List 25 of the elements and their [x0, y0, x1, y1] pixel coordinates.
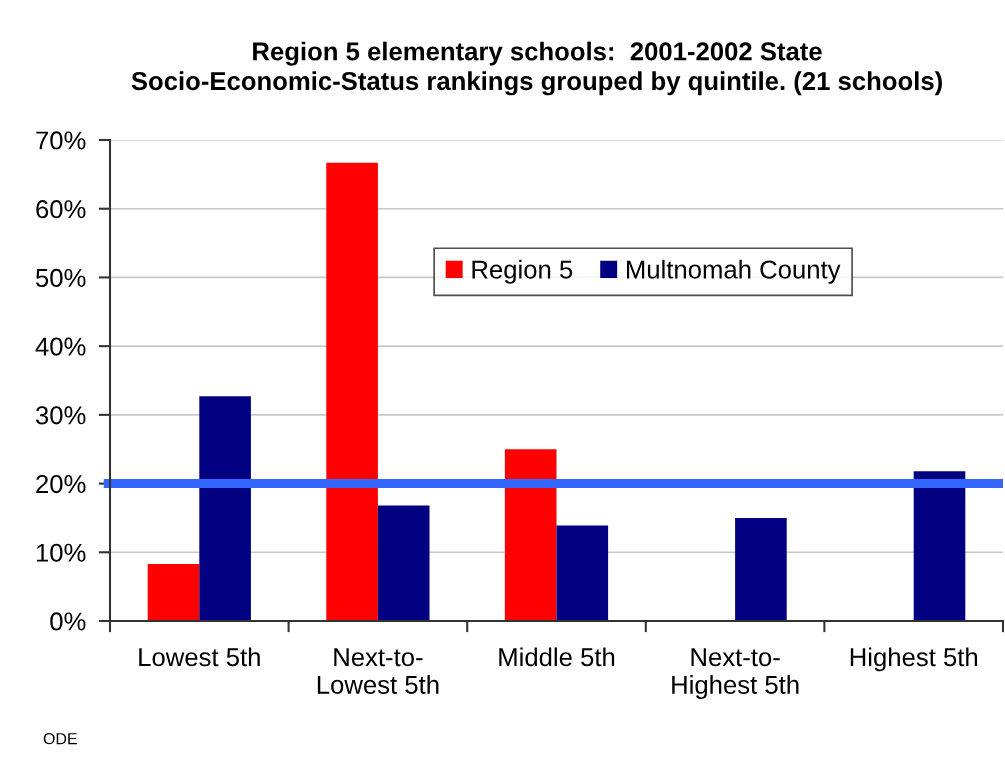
bar — [147, 563, 200, 621]
x-tick-label: Next-to-Highest 5th — [672, 648, 799, 700]
chart-title: Region 5 elementary schools: 2001-2002 State Socio-Economic-Status rankings grouped by quintile. (21 schools) — [131, 41, 942, 96]
bar — [913, 471, 966, 621]
bar — [199, 396, 251, 621]
legend-label: Region 5 — [472, 259, 573, 284]
y-tick-label: 40% — [35, 337, 86, 356]
y-tick-label: 30% — [35, 406, 86, 425]
text: ODE — [43, 732, 77, 745]
bar — [326, 162, 378, 621]
y-tick-label: 20% — [36, 474, 86, 494]
x-tick-label: Lowest 5th — [139, 647, 260, 667]
y-tick-label: 0% — [50, 612, 86, 631]
x-tick-label: Next-to-Lowest 5th — [317, 648, 439, 694]
y-tick-label: 60% — [36, 200, 86, 219]
x-tick-label: Highest 5th — [850, 647, 978, 672]
bar — [504, 449, 557, 621]
legend-label: Multnomah County — [626, 259, 841, 284]
x-tick-label: Middle 5th — [499, 647, 615, 667]
bar — [735, 517, 787, 621]
bar — [556, 525, 609, 621]
y-tick-label: 10% — [36, 543, 86, 562]
y-tick-label: 70% — [36, 131, 86, 150]
bar — [377, 505, 430, 621]
y-tick-label: 50% — [35, 268, 86, 287]
